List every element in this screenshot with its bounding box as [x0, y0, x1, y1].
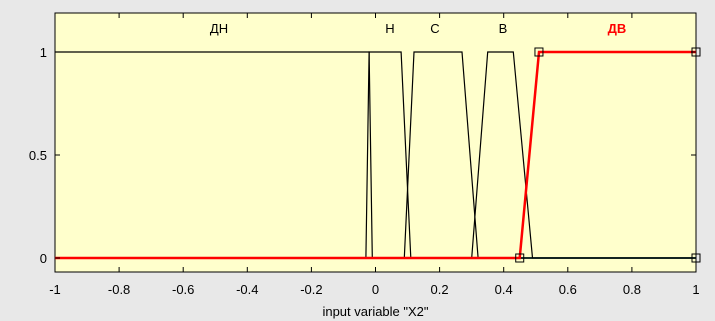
- x-tick-label: 0.6: [559, 282, 577, 297]
- membership-labels: ДН Н С В ДВ: [210, 21, 626, 36]
- y-axis-ticks: 00.51: [29, 45, 696, 266]
- y-tick-label: 0.5: [29, 148, 47, 163]
- x-tick-label: 0.4: [495, 282, 513, 297]
- y-tick-label: 1: [40, 45, 47, 60]
- x-tick-label: -0.4: [236, 282, 258, 297]
- x-tick-label: -0.6: [172, 282, 194, 297]
- x-tick-label: 0.8: [623, 282, 641, 297]
- curve-handle[interactable]: [534, 47, 544, 57]
- x-tick-label: 0.2: [431, 282, 449, 297]
- mf-4-curve[interactable]: [55, 50, 696, 260]
- membership-label[interactable]: С: [430, 21, 439, 36]
- x-tick-label: -0.8: [108, 282, 130, 297]
- x-tick-label: 1: [692, 282, 699, 297]
- curve-handle[interactable]: [515, 253, 525, 263]
- plot-area[interactable]: [54, 12, 697, 273]
- x-axis-ticks: -1 -0.8 -0.6 -0.4 -0.2 0 0.2 0.4 0.6 0.8 1: [49, 13, 700, 297]
- x-tick-label: 0: [372, 282, 379, 297]
- membership-label[interactable]: В: [499, 21, 508, 36]
- membership-curves: [55, 50, 696, 260]
- membership-label[interactable]: ДН: [210, 21, 228, 36]
- x-axis-label: input variable "X2": [322, 304, 428, 319]
- x-tick-label: -0.2: [300, 282, 322, 297]
- membership-label[interactable]: Н: [385, 21, 394, 36]
- y-tick-label: 0: [40, 251, 47, 266]
- membership-label[interactable]: ДВ: [608, 21, 627, 36]
- x-tick-label: -1: [49, 282, 61, 297]
